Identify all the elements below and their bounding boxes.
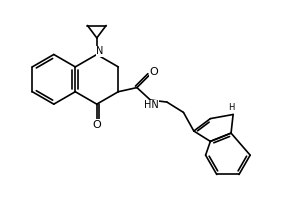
Text: N: N [96, 46, 103, 56]
Text: H: H [228, 103, 234, 112]
Text: O: O [149, 67, 158, 77]
Text: HN: HN [144, 100, 159, 110]
Text: O: O [92, 120, 101, 130]
